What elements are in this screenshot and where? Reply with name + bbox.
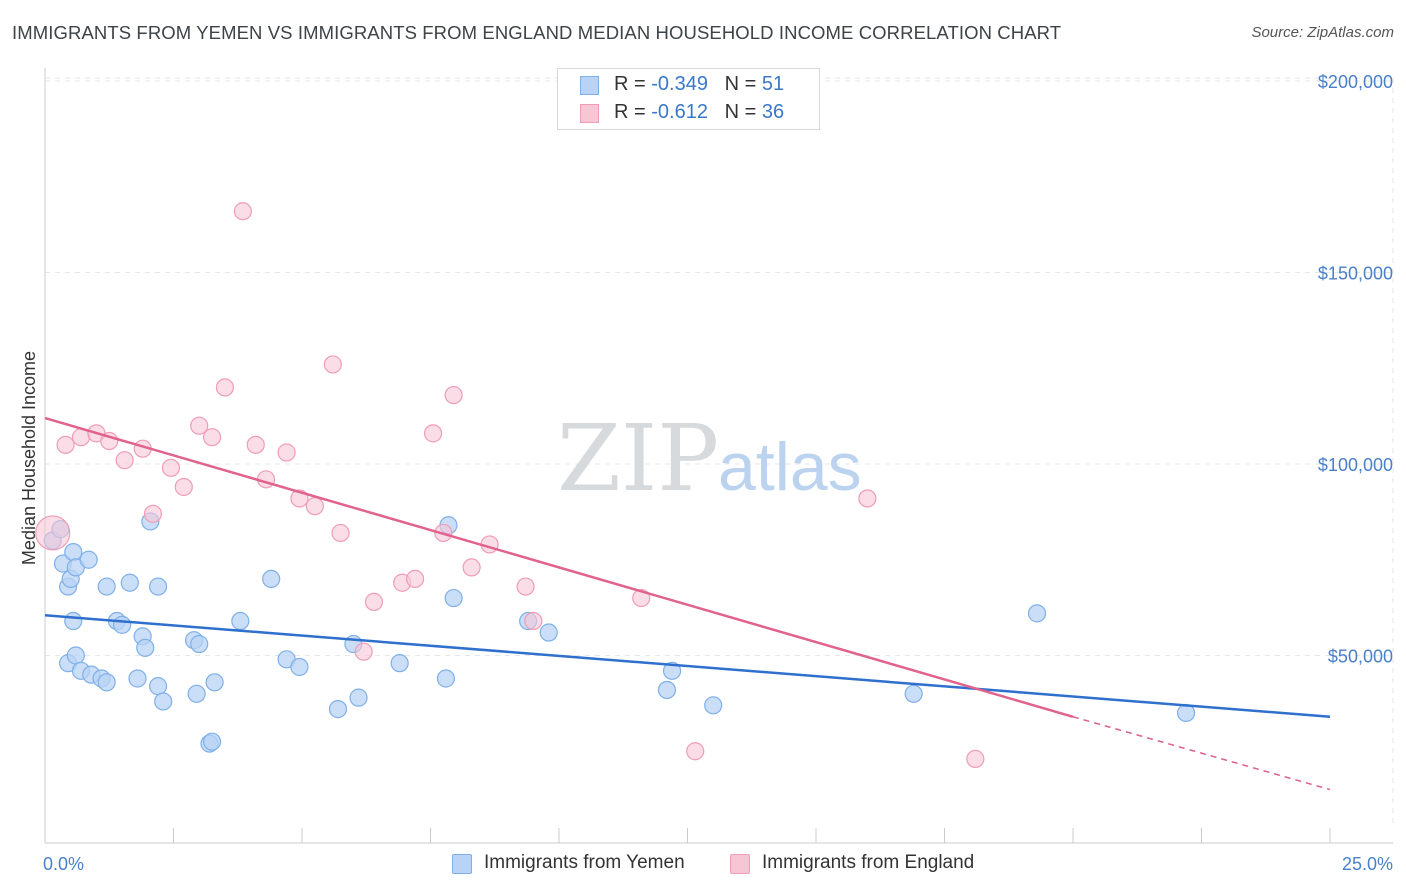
england-point xyxy=(444,385,463,405)
y-tick-label: $200,000 xyxy=(1318,72,1393,92)
england-point xyxy=(202,428,222,447)
yemen-point xyxy=(904,684,923,703)
yemen-point xyxy=(539,623,558,642)
yemen-point xyxy=(202,732,222,751)
y-tick-label: $150,000 xyxy=(1318,264,1393,284)
england-point xyxy=(364,592,384,611)
yemen-point xyxy=(154,692,173,711)
england-point xyxy=(190,416,209,435)
yemen-point xyxy=(79,550,98,569)
yemen-point xyxy=(328,700,348,719)
legend-yemen-label: Immigrants from Yemen xyxy=(484,852,685,873)
england-point xyxy=(462,558,481,577)
yemen-point xyxy=(136,638,155,657)
england-r-label: R = xyxy=(614,101,646,123)
series-yemen-points xyxy=(43,512,1196,753)
yemen-point xyxy=(349,688,368,707)
yemen-point xyxy=(231,611,250,631)
yemen-point xyxy=(704,696,723,715)
watermark: ZIP atlas xyxy=(557,405,862,512)
yemen-point xyxy=(148,577,168,596)
y-tick-label: $100,000 xyxy=(1318,455,1393,475)
england-point xyxy=(215,378,234,397)
x-tick-labels: 0.0% 25.0% xyxy=(43,854,1393,874)
yemen-r-label: R = xyxy=(614,73,646,95)
yemen-point xyxy=(205,673,224,692)
yemen-point xyxy=(290,657,309,677)
england-point xyxy=(423,424,443,443)
x-tick-label-min: 0.0% xyxy=(43,854,84,874)
series-england-points xyxy=(35,202,985,769)
england-point xyxy=(686,742,705,761)
yemen-r-value: -0.349 xyxy=(651,73,708,95)
yemen-trend-line xyxy=(44,614,1331,719)
y-tick-labels: $50,000 $100,000 $150,000 $200,000 xyxy=(1318,72,1393,667)
england-point xyxy=(516,577,535,596)
legend-yemen-swatch xyxy=(452,854,472,874)
yemen-point xyxy=(97,577,116,596)
england-point xyxy=(524,611,543,631)
chart-title: IMMIGRANTS FROM YEMEN VS IMMIGRANTS FROM… xyxy=(12,22,1062,43)
england-point xyxy=(354,642,373,661)
yemen-point xyxy=(187,684,206,703)
yemen-n-value: 51 xyxy=(761,73,785,95)
watermark-zip: ZIP xyxy=(557,405,719,512)
england-point xyxy=(35,515,71,551)
yemen-point xyxy=(657,680,677,700)
england-swatch xyxy=(580,104,599,123)
england-point xyxy=(277,443,296,462)
england-point xyxy=(405,569,425,589)
yemen-point xyxy=(390,654,409,673)
england-point xyxy=(323,355,342,374)
yemen-point xyxy=(148,677,168,696)
england-point xyxy=(56,435,75,454)
england-point xyxy=(966,749,985,769)
england-trend-extension xyxy=(1072,716,1331,791)
yemen-point xyxy=(66,646,85,665)
yemen-point xyxy=(1027,604,1047,623)
yemen-point xyxy=(64,542,83,562)
england-point xyxy=(246,435,265,454)
legend-england-swatch xyxy=(730,854,750,874)
yemen-point xyxy=(97,673,116,692)
yemen-n-label: N = xyxy=(724,73,757,95)
grid-lines xyxy=(45,77,1394,826)
england-n-value: 36 xyxy=(761,101,785,123)
england-n-label: N = xyxy=(724,101,757,123)
yemen-point xyxy=(190,634,209,654)
england-point xyxy=(161,458,181,477)
y-axis-label: Median Household Income xyxy=(19,351,39,565)
england-point xyxy=(305,497,324,516)
yemen-point xyxy=(112,615,132,634)
england-point xyxy=(174,477,193,497)
yemen-point xyxy=(662,661,682,680)
england-r-value: -0.612 xyxy=(651,101,708,123)
series-legend: Immigrants from Yemen Immigrants from En… xyxy=(0,852,1406,878)
axes xyxy=(44,68,1393,844)
source-label: Source: ZipAtlas.com xyxy=(1251,24,1394,41)
yemen-point xyxy=(128,669,147,688)
england-point xyxy=(331,523,350,543)
yemen-point xyxy=(262,569,281,589)
legend-england-label: Immigrants from England xyxy=(762,852,975,873)
yemen-point xyxy=(444,588,463,608)
yemen-point xyxy=(64,611,83,631)
england-point xyxy=(858,489,877,508)
yemen-point xyxy=(436,669,456,688)
watermark-atlas: atlas xyxy=(718,429,862,505)
england-point xyxy=(233,202,252,221)
yemen-point xyxy=(120,573,139,592)
england-point xyxy=(115,451,134,470)
yemen-swatch xyxy=(580,76,599,95)
trend-lines xyxy=(44,416,1331,791)
england-trend-line xyxy=(44,416,1074,718)
y-tick-label: $50,000 xyxy=(1328,647,1393,667)
england-point xyxy=(143,504,163,523)
x-tick-label-max: 25.0% xyxy=(1342,854,1393,874)
correlation-legend: R = -0.349 N = 51 R = -0.612 N = 36 xyxy=(557,68,820,130)
